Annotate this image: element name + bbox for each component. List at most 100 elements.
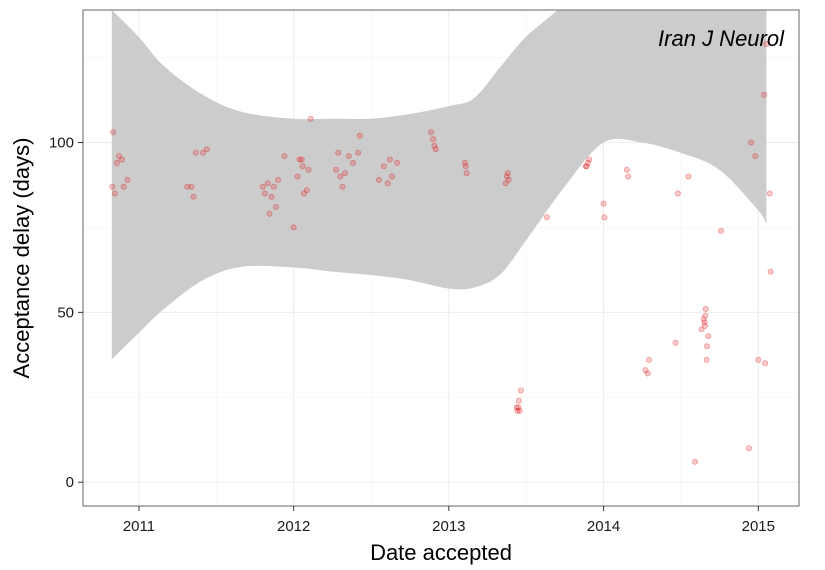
- data-point: [583, 163, 590, 170]
- data-point: [199, 149, 206, 156]
- data-point: [300, 190, 307, 197]
- data-point: [763, 41, 770, 48]
- data-point: [718, 227, 725, 234]
- data-point: [430, 136, 437, 143]
- data-point: [109, 183, 116, 190]
- data-point: [188, 183, 195, 190]
- data-point: [119, 156, 126, 163]
- data-point: [261, 190, 268, 197]
- data-point: [514, 407, 521, 414]
- data-point: [272, 203, 279, 210]
- data-point: [645, 356, 652, 363]
- data-point: [268, 193, 275, 200]
- data-point: [755, 356, 762, 363]
- data-point: [702, 312, 709, 319]
- data-point: [339, 183, 346, 190]
- data-point: [264, 180, 271, 187]
- data-point: [386, 156, 393, 163]
- data-point: [704, 343, 711, 350]
- data-point: [685, 173, 692, 180]
- data-point: [517, 387, 524, 394]
- data-point: [337, 173, 344, 180]
- data-point: [120, 183, 127, 190]
- data-point: [307, 115, 314, 122]
- data-point: [375, 176, 382, 183]
- data-point: [124, 176, 131, 183]
- data-point: [461, 159, 468, 166]
- data-point: [111, 190, 118, 197]
- data-point: [116, 153, 123, 160]
- data-point: [298, 156, 305, 163]
- x-axis-ticks: 2011 2012 2013 2014 2015: [123, 506, 775, 535]
- data-point: [703, 356, 710, 363]
- x-tick-label: 2012: [277, 518, 310, 535]
- data-point: [345, 153, 352, 160]
- smoothing-band: [111, 10, 767, 360]
- data-point: [394, 159, 401, 166]
- data-point: [113, 159, 120, 166]
- data-point: [543, 214, 550, 221]
- data-point: [270, 183, 277, 190]
- data-point: [698, 326, 705, 333]
- panel-border: [82, 9, 800, 507]
- data-point: [600, 200, 607, 207]
- data-point: [110, 129, 117, 136]
- y-axis-title: Acceptance delay (days): [9, 138, 34, 379]
- data-point: [431, 142, 438, 149]
- y-tick-label: 50: [57, 304, 74, 321]
- data-point: [432, 146, 439, 153]
- data-point: [746, 445, 753, 452]
- data-point: [513, 404, 520, 411]
- data-point: [642, 367, 649, 374]
- data-point: [388, 173, 395, 180]
- data-point: [505, 176, 512, 183]
- data-point: [701, 322, 708, 329]
- data-point: [303, 187, 310, 194]
- data-point: [672, 339, 679, 346]
- data-point: [692, 458, 699, 465]
- data-point: [290, 224, 297, 231]
- data-point: [203, 146, 210, 153]
- data-point: [380, 163, 387, 170]
- data-point: [702, 305, 709, 312]
- data-point: [349, 159, 356, 166]
- data-point: [625, 173, 632, 180]
- data-point: [752, 153, 759, 160]
- data-point: [503, 173, 510, 180]
- data-point: [341, 170, 348, 177]
- data-point: [427, 129, 434, 136]
- data-point: [516, 407, 523, 414]
- data-point: [305, 166, 312, 173]
- data-point: [586, 156, 593, 163]
- data-point: [192, 149, 199, 156]
- data-point: [705, 333, 712, 340]
- data-point: [504, 170, 511, 177]
- x-tick-label: 2015: [742, 518, 775, 535]
- data-point: [355, 149, 362, 156]
- data-point: [266, 210, 273, 217]
- data-point: [281, 153, 288, 160]
- data-point: [294, 173, 301, 180]
- data-point: [274, 176, 281, 183]
- data-point: [259, 183, 266, 190]
- data-point: [502, 180, 509, 187]
- data-point: [184, 183, 191, 190]
- data-point: [701, 319, 708, 326]
- data-point: [335, 149, 342, 156]
- data-points: [109, 41, 774, 465]
- data-point: [762, 360, 769, 367]
- data-point: [674, 190, 681, 197]
- data-point: [462, 163, 469, 170]
- data-point: [515, 397, 522, 404]
- data-point: [748, 139, 755, 146]
- data-point: [761, 91, 768, 98]
- data-point: [766, 190, 773, 197]
- data-point: [384, 180, 391, 187]
- data-point: [356, 132, 363, 139]
- journal-label: Iran J Neurol: [658, 26, 785, 51]
- data-point: [584, 159, 591, 166]
- x-axis-title: Date accepted: [370, 540, 512, 565]
- data-point: [190, 193, 197, 200]
- data-point: [333, 166, 340, 173]
